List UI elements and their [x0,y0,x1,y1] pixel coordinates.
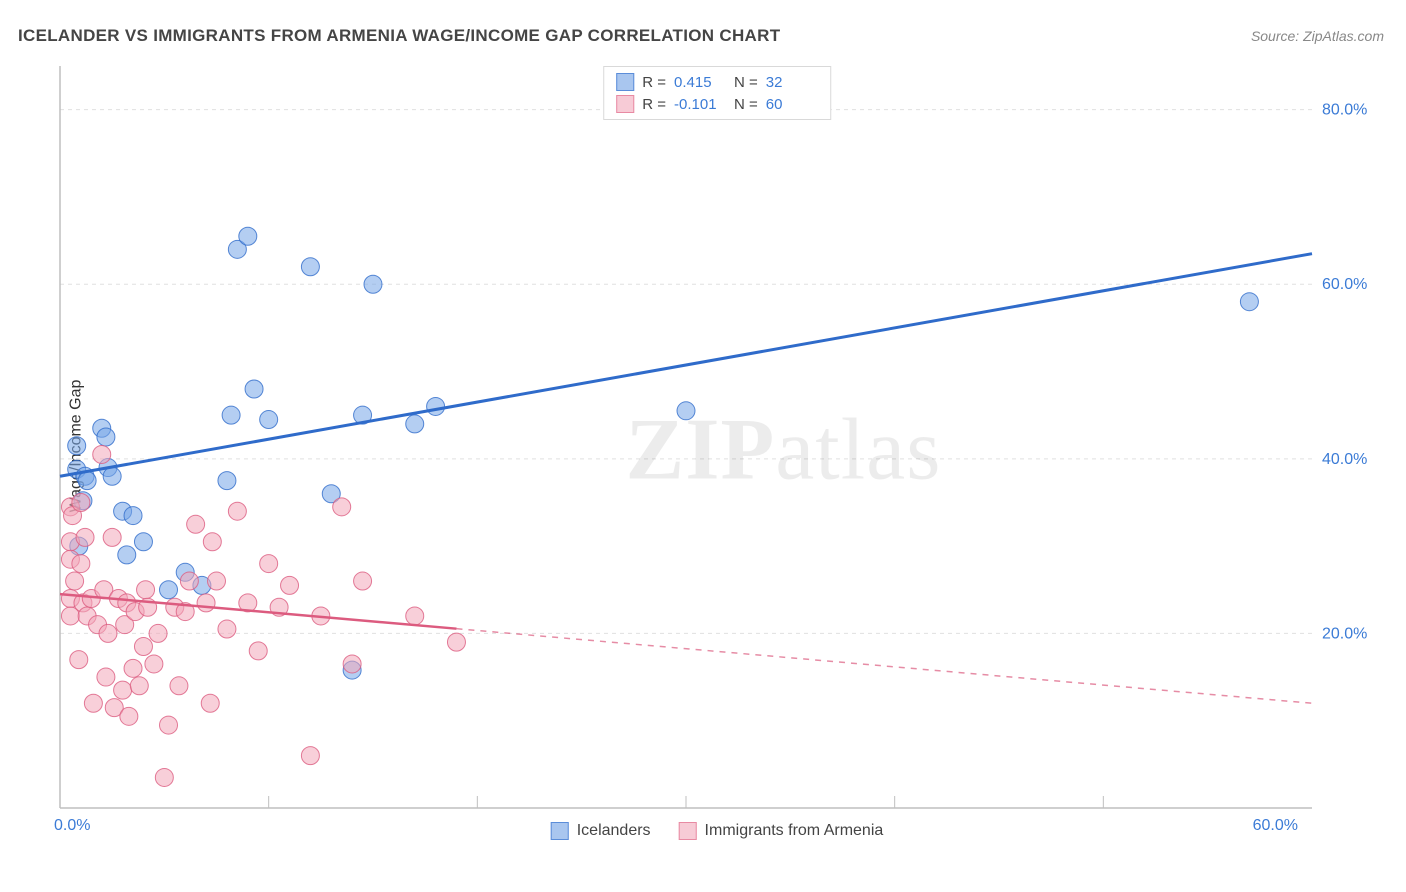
plot-area: 20.0%40.0%60.0%80.0%0.0%60.0% ZIPatlas R… [52,60,1382,840]
legend-row: R = 0.415 N = 32 [612,71,822,93]
legend-swatch-icelanders-icon [616,73,634,91]
svg-text:60.0%: 60.0% [1322,276,1367,293]
svg-text:80.0%: 80.0% [1322,102,1367,119]
legend-swatch-icon [679,822,697,840]
legend-label: Immigrants from Armenia [705,822,884,840]
n-value: 60 [766,96,818,113]
chart-title: ICELANDER VS IMMIGRANTS FROM ARMENIA WAG… [18,26,780,46]
r-label: R = [642,96,666,113]
svg-text:40.0%: 40.0% [1322,451,1367,468]
svg-text:0.0%: 0.0% [54,817,90,834]
legend-item-armenia: Immigrants from Armenia [679,822,884,840]
r-value: 0.415 [674,74,726,91]
series-legend: Icelanders Immigrants from Armenia [551,822,884,840]
chart-svg: 20.0% 40.0% 60.0% 80.0% 0.0% 60.0% [52,60,1382,840]
r-value: -0.101 [674,96,726,113]
legend-swatch-armenia-icon [616,95,634,113]
svg-text:60.0%: 60.0% [1253,817,1298,834]
legend-swatch-icon [551,822,569,840]
chart-container: ICELANDER VS IMMIGRANTS FROM ARMENIA WAG… [0,0,1406,892]
source-label: Source: ZipAtlas.com [1251,28,1384,44]
correlation-legend: R = 0.415 N = 32 R = -0.101 N = 60 [603,66,831,120]
r-label: R = [642,74,666,91]
legend-item-icelanders: Icelanders [551,822,651,840]
legend-label: Icelanders [577,822,651,840]
svg-text:20.0%: 20.0% [1322,625,1367,642]
n-label: N = [734,74,758,91]
legend-row: R = -0.101 N = 60 [612,93,822,115]
n-value: 32 [766,74,818,91]
n-label: N = [734,96,758,113]
